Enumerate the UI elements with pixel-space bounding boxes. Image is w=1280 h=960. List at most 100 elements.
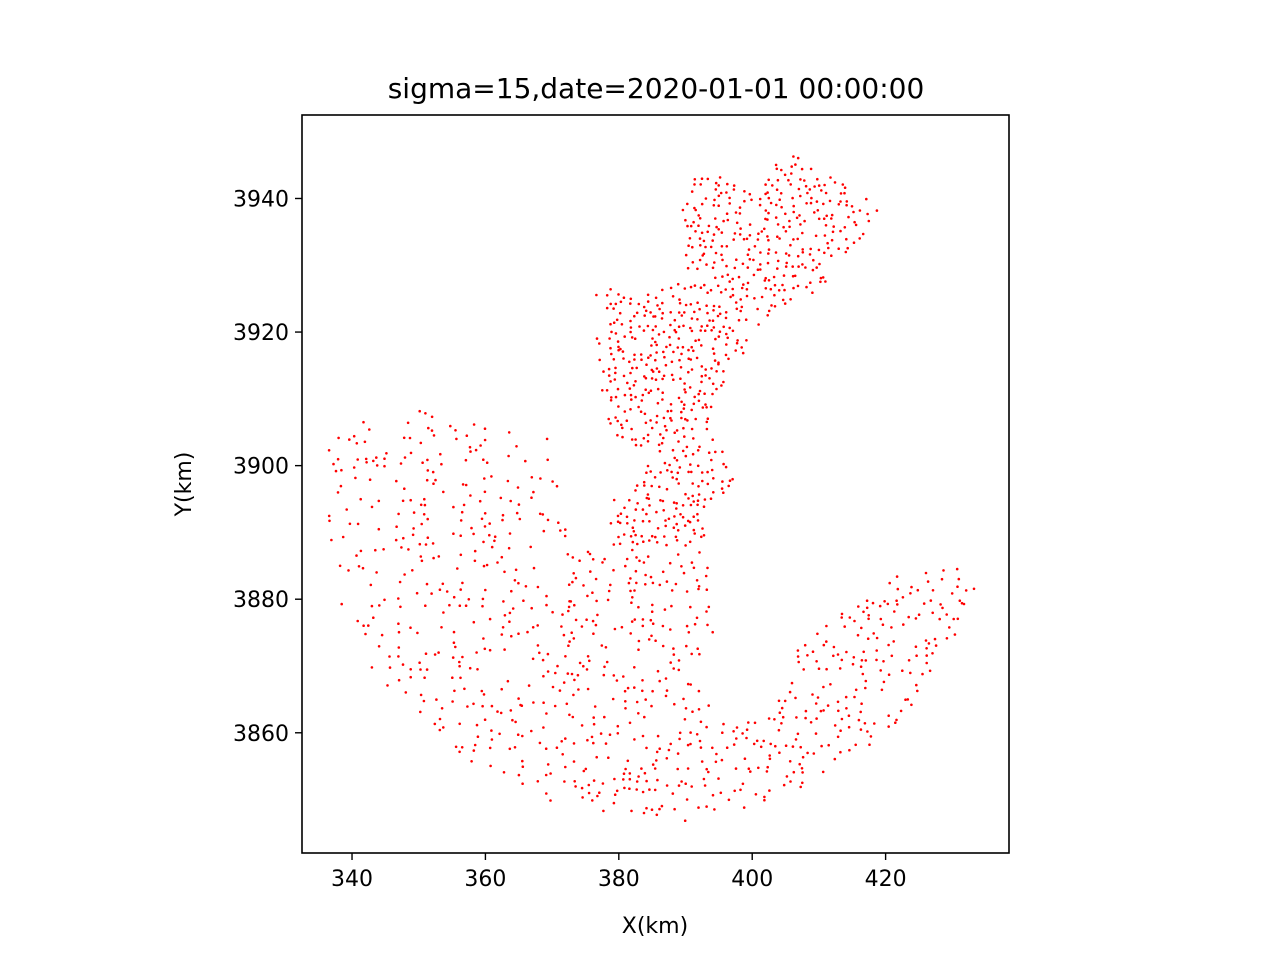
- data-point: [829, 683, 832, 686]
- data-point: [750, 198, 753, 202]
- x-tick-label: 400: [731, 867, 773, 892]
- data-point: [725, 746, 729, 749]
- x-tick-label: 380: [598, 867, 640, 892]
- data-point: [848, 748, 851, 752]
- data-point: [690, 345, 693, 349]
- data-point: [689, 683, 692, 686]
- data-point: [655, 421, 658, 424]
- data-point: [402, 436, 406, 440]
- data-point: [803, 219, 806, 223]
- data-point: [927, 642, 931, 645]
- data-point: [691, 482, 694, 485]
- data-point: [711, 438, 714, 442]
- data-point: [677, 311, 681, 314]
- data-point: [609, 288, 612, 291]
- data-point: [624, 767, 627, 771]
- data-point: [536, 585, 540, 589]
- data-point: [650, 377, 654, 380]
- data-point: [717, 228, 720, 231]
- data-point: [426, 458, 429, 462]
- data-point: [895, 575, 899, 578]
- data-point: [606, 598, 610, 602]
- data-point: [709, 288, 713, 292]
- data-point: [711, 793, 715, 797]
- data-point: [686, 743, 690, 747]
- data-point: [747, 767, 751, 770]
- data-point: [689, 285, 693, 289]
- data-point: [695, 356, 699, 360]
- data-point: [380, 633, 384, 637]
- data-point: [737, 318, 741, 322]
- data-point: [672, 653, 676, 656]
- data-point: [948, 626, 951, 629]
- data-point: [665, 580, 669, 583]
- data-point: [705, 588, 709, 591]
- data-point: [683, 311, 686, 314]
- data-point: [372, 459, 375, 463]
- data-point: [565, 702, 569, 706]
- data-point: [643, 412, 647, 416]
- data-point: [692, 500, 695, 503]
- data-point: [769, 287, 773, 291]
- data-point: [795, 716, 798, 719]
- data-point: [586, 550, 590, 554]
- data-point: [845, 200, 849, 203]
- data-point: [634, 508, 638, 511]
- data-point: [699, 286, 703, 290]
- data-point: [697, 399, 701, 403]
- data-point: [861, 672, 865, 676]
- data-point: [710, 329, 713, 332]
- data-point: [649, 311, 652, 314]
- data-point: [544, 773, 548, 777]
- data-point: [767, 248, 771, 251]
- y-tick-label: 3940: [233, 187, 289, 212]
- data-point: [418, 542, 422, 546]
- data-point: [644, 421, 648, 425]
- data-point: [684, 544, 687, 547]
- data-point: [773, 283, 777, 287]
- data-point: [698, 307, 701, 311]
- data-point: [677, 337, 681, 340]
- data-point: [571, 715, 575, 719]
- data-point: [610, 330, 613, 334]
- data-point: [332, 462, 335, 466]
- data-point: [871, 601, 875, 605]
- y-tick-label: 3880: [233, 588, 289, 613]
- data-point: [848, 616, 852, 619]
- data-point: [678, 737, 681, 741]
- data-point: [817, 184, 821, 187]
- data-point: [769, 742, 772, 746]
- data-point: [574, 576, 578, 580]
- data-point: [437, 555, 441, 558]
- data-point: [846, 246, 849, 250]
- data-point: [586, 687, 590, 691]
- data-point: [700, 177, 704, 180]
- data-point: [721, 258, 724, 262]
- data-point: [801, 231, 804, 235]
- data-point: [614, 302, 618, 306]
- data-point: [859, 665, 863, 668]
- data-point: [622, 357, 625, 360]
- data-point: [672, 667, 675, 670]
- data-point: [811, 291, 814, 295]
- data-point: [810, 196, 813, 200]
- data-point: [644, 309, 648, 313]
- y-tick-label: 3920: [233, 321, 289, 346]
- data-point: [778, 198, 781, 201]
- data-point: [821, 770, 825, 774]
- data-point: [663, 424, 667, 428]
- data-point: [728, 326, 731, 330]
- data-point: [404, 691, 408, 694]
- data-point: [896, 587, 900, 591]
- data-point: [530, 729, 533, 733]
- data-point: [839, 729, 842, 732]
- data-point: [796, 655, 800, 658]
- data-point: [689, 303, 693, 306]
- x-tick-label: 340: [331, 867, 373, 892]
- data-point: [700, 374, 704, 378]
- data-point: [609, 322, 612, 326]
- data-point: [508, 747, 512, 751]
- data-point: [928, 669, 932, 673]
- data-point: [722, 219, 725, 223]
- data-point: [338, 564, 342, 568]
